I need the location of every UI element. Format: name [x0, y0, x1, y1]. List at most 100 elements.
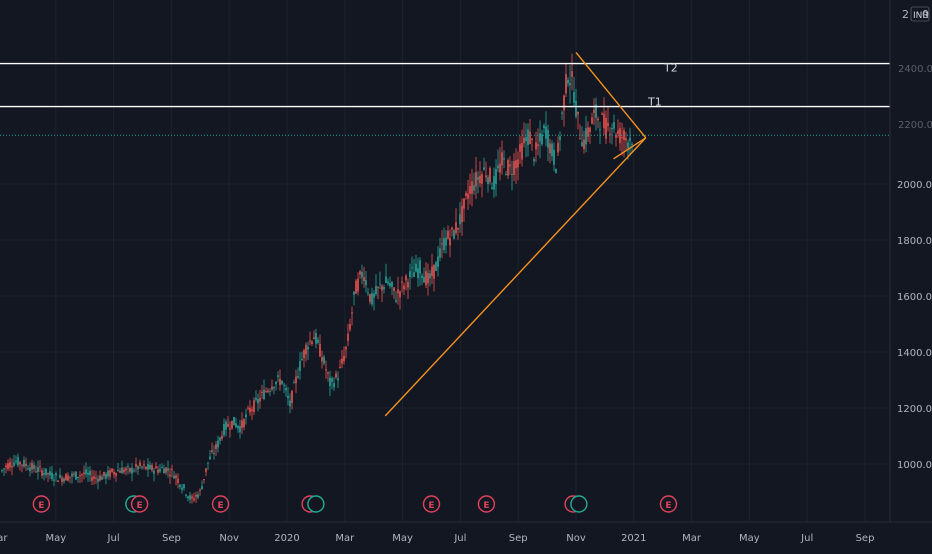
- price-axis[interactable]: 1000.00 1200.00 1400.00 1600.00 1800.00 2000.…: [897, 180, 932, 471]
- candle-body: [381, 285, 383, 291]
- candle-body: [631, 143, 633, 145]
- candle-body: [607, 122, 609, 127]
- candle-body: [137, 466, 139, 470]
- candle-body: [141, 466, 143, 468]
- candle-body: [169, 474, 171, 477]
- candle-body: [511, 173, 513, 175]
- candle-body: [3, 468, 5, 470]
- candle-body: [67, 475, 69, 481]
- price-tick-label: 1800.00: [897, 236, 932, 247]
- time-tick-label: Jul: [453, 533, 466, 544]
- split-marker[interactable]: [570, 495, 588, 513]
- candle-body: [209, 456, 211, 460]
- time-tick-label: Jul: [107, 533, 120, 544]
- level-tag: T1: [647, 96, 662, 109]
- candle-body: [75, 471, 77, 480]
- earnings-marker[interactable]: [659, 495, 678, 513]
- trendline[interactable]: [575, 51, 647, 139]
- candle-body: [395, 299, 397, 302]
- trendline[interactable]: [613, 137, 647, 160]
- candle-body: [497, 165, 499, 169]
- candle-body: [431, 266, 433, 277]
- time-tick-label: Jul: [800, 533, 813, 544]
- grid-lines: [0, 0, 890, 522]
- candle-body: [595, 104, 597, 118]
- candle-body: [559, 136, 561, 141]
- candle-body: [375, 286, 377, 295]
- candle-body: [243, 419, 245, 428]
- candle-body: [471, 181, 473, 194]
- split-marker[interactable]: [307, 495, 325, 513]
- candle-body: [327, 372, 329, 374]
- earnings-marker[interactable]: [477, 495, 496, 513]
- candle-body: [1, 470, 3, 472]
- candle-body: [433, 264, 435, 279]
- candle-body: [333, 383, 335, 388]
- candles: [1, 53, 633, 504]
- candle-body: [275, 381, 277, 385]
- earnings-marker[interactable]: [32, 495, 51, 513]
- candle-body: [543, 125, 545, 129]
- candle-body: [457, 227, 459, 230]
- horizontal-levels: T22430.25T12276.502173.95: [0, 55, 932, 144]
- candle-body: [293, 382, 295, 384]
- candle-body: [521, 142, 523, 160]
- candle-body: [567, 79, 569, 84]
- candle-body: [365, 280, 367, 286]
- time-tick-label: 2021: [621, 533, 646, 544]
- candle-body: [591, 117, 593, 124]
- candle-body: [443, 238, 445, 250]
- candle-body: [305, 344, 307, 355]
- candle-body: [187, 496, 189, 499]
- candle-body: [577, 111, 579, 115]
- candle-body: [265, 391, 267, 393]
- candle-body: [489, 167, 491, 182]
- candle-body: [139, 462, 141, 466]
- candle-body: [621, 137, 623, 139]
- currency-badge[interactable]: [910, 6, 930, 22]
- trendline[interactable]: [384, 137, 647, 417]
- candle-body: [185, 494, 187, 496]
- earnings-label: E: [38, 501, 44, 511]
- candle-body: [69, 476, 71, 478]
- candle-body: [355, 280, 357, 294]
- price-tick-label: 1400.00: [897, 348, 932, 359]
- candle-body: [371, 293, 373, 305]
- candle-body: [627, 142, 629, 149]
- time-axis[interactable]: Mar May Jul Sep Nov 2020 Mar May Jul Sep Nov 2021 Ma…: [0, 533, 874, 544]
- candle-body: [525, 137, 527, 142]
- candle-body: [483, 167, 485, 170]
- candle-body: [479, 175, 481, 184]
- candle-body: [615, 134, 617, 138]
- candle-body: [439, 248, 441, 258]
- candle-body: [319, 343, 321, 357]
- earnings-marker[interactable]: [211, 495, 230, 513]
- candle-body: [199, 489, 201, 491]
- candle-body: [499, 163, 501, 173]
- candle-body: [343, 355, 345, 362]
- candle-body: [37, 467, 39, 473]
- candle-body: [329, 377, 331, 387]
- candle-body: [251, 409, 253, 411]
- candle-body: [617, 130, 619, 134]
- candle-body: [279, 378, 281, 386]
- candle-body: [109, 470, 111, 477]
- candle-body: [53, 479, 55, 481]
- candle-body: [85, 469, 87, 475]
- candle-body: [263, 389, 265, 400]
- candle-body: [167, 468, 169, 471]
- candle-body: [515, 160, 517, 169]
- candle-body: [603, 113, 605, 129]
- candle-body: [229, 428, 231, 430]
- candle-body: [387, 281, 389, 284]
- candle-body: [427, 273, 429, 284]
- candle-body: [547, 130, 549, 148]
- candle-body: [393, 287, 395, 292]
- candle-body: [459, 214, 461, 225]
- candle-body: [233, 416, 235, 426]
- earnings-marker[interactable]: [130, 495, 149, 513]
- candle-body: [101, 476, 103, 480]
- earnings-marker[interactable]: [422, 495, 441, 513]
- candle-body: [477, 177, 479, 180]
